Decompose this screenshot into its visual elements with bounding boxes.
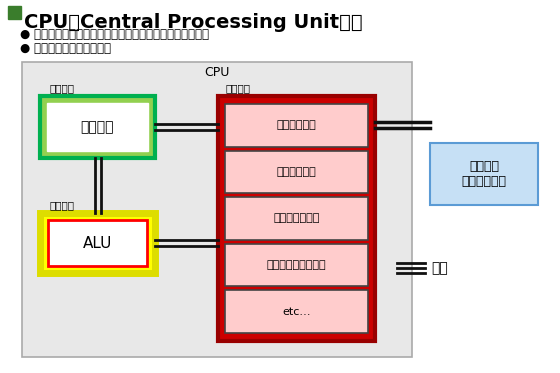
Bar [225, 197, 368, 240]
Text: 命令レジスタ: 命令レジスタ [277, 120, 316, 130]
Bar [47, 103, 148, 151]
Bar [48, 220, 147, 266]
Text: レジスタ: レジスタ [225, 83, 250, 93]
Text: ● 入力装置や記憶装置からデータを受け取り、演算を行う: ● 入力装置や記憶装置からデータを受け取り、演算を行う [20, 28, 209, 41]
Text: 汎用レジスタ: 汎用レジスタ [277, 167, 316, 177]
Bar [225, 151, 368, 193]
Bar [22, 62, 412, 357]
Text: フラグレジスタ: フラグレジスタ [273, 213, 320, 223]
Bar [40, 213, 155, 273]
Bar [430, 143, 538, 205]
Text: プログラムカウンタ: プログラムカウンタ [267, 260, 326, 270]
Text: 演算装置: 演算装置 [50, 200, 75, 210]
Text: ● すべての装置を制御する: ● すべての装置を制御する [20, 41, 111, 54]
Bar [8, 6, 21, 19]
Text: デコーダ: デコーダ [81, 120, 114, 134]
Bar [40, 96, 155, 158]
Bar [225, 104, 368, 147]
Text: CPU: CPU [204, 66, 230, 78]
Bar [218, 96, 375, 341]
Text: クロック
ジェネレータ: クロック ジェネレータ [461, 160, 506, 188]
Text: CPU（Central Processing Unit　）: CPU（Central Processing Unit ） [24, 13, 363, 32]
Text: バス: バス [431, 261, 448, 275]
Bar [225, 291, 368, 333]
Text: etc…: etc… [282, 307, 311, 317]
Text: 制御装置: 制御装置 [50, 83, 75, 93]
Bar [225, 244, 368, 286]
Text: ALU: ALU [83, 235, 112, 251]
